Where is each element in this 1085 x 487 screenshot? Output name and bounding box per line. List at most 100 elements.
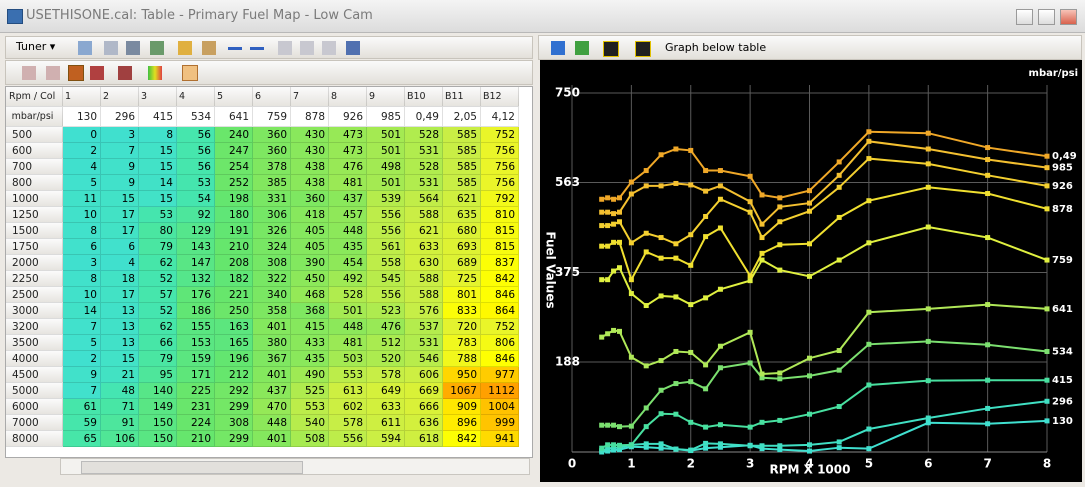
table-cell: 324: [253, 239, 291, 255]
table-cell: 415: [291, 319, 329, 335]
table-cell: 368: [291, 303, 329, 319]
data-point: [985, 421, 991, 427]
data-point: [747, 273, 753, 279]
table-cell: 254: [215, 159, 253, 175]
table-cell: 163: [215, 319, 253, 335]
minimize-button[interactable]: [1016, 9, 1033, 25]
tool-icon[interactable]: [104, 41, 118, 55]
data-point: [759, 419, 765, 425]
maximize-button[interactable]: [1038, 9, 1055, 25]
rpm-header: 800: [6, 175, 63, 191]
data-point: [836, 348, 842, 354]
table-cell: 633: [367, 399, 405, 415]
data-point: [807, 355, 812, 361]
series-line: [601, 379, 1047, 450]
table-cell: 546: [405, 351, 443, 367]
tool-icon[interactable]: [126, 41, 140, 55]
tool-icon[interactable]: [22, 66, 36, 80]
tool-icon[interactable]: [575, 41, 589, 55]
rpm-header: 1250: [6, 207, 63, 223]
tool-icon[interactable]: [346, 41, 360, 55]
tool-icon[interactable]: [78, 41, 92, 55]
table-cell: 91: [101, 415, 139, 431]
data-point: [925, 161, 931, 167]
tool-icon[interactable]: [182, 65, 198, 81]
tool-icon[interactable]: [603, 41, 619, 57]
tool-icon[interactable]: [202, 41, 216, 55]
y-tick-label: 563: [555, 175, 580, 189]
table-cell: 3: [101, 127, 139, 143]
table-cell: 54: [177, 191, 215, 207]
table-cell: 9: [101, 175, 139, 191]
tool-icon[interactable]: [228, 47, 242, 50]
data-point: [807, 208, 812, 214]
table-cell: 308: [215, 415, 253, 431]
x-tick-label: 2: [687, 457, 695, 471]
tool-icon[interactable]: [46, 66, 60, 80]
series-line: [601, 303, 1048, 376]
horizontal-scrollbar[interactable]: [60, 458, 530, 475]
tool-icon[interactable]: [148, 66, 162, 80]
tool-icon[interactable]: [551, 41, 565, 55]
data-point: [866, 156, 872, 162]
table-cell: 17: [101, 287, 139, 303]
data-point: [611, 422, 617, 428]
tool-icon[interactable]: [150, 41, 164, 55]
table-cell: 476: [329, 159, 367, 175]
data-point: [605, 277, 611, 283]
graph-below-table-button[interactable]: Graph below table: [665, 41, 767, 54]
table-cell: 756: [481, 159, 519, 175]
tool-icon[interactable]: [278, 41, 292, 55]
series-label: 926: [1052, 181, 1073, 192]
data-point: [643, 405, 649, 411]
series-line: [601, 140, 1048, 226]
table-cell: 250: [215, 303, 253, 319]
tool-icon[interactable]: [635, 41, 651, 57]
data-point: [985, 342, 991, 348]
load-header: 759: [253, 107, 291, 127]
table-cell: 501: [367, 143, 405, 159]
table-cell: 448: [329, 223, 367, 239]
table-cell: 556: [367, 287, 405, 303]
table-cell: 9: [63, 367, 101, 383]
data-point: [599, 209, 605, 215]
scroll-thumb[interactable]: [81, 461, 303, 474]
data-point: [1044, 348, 1050, 354]
table-cell: 756: [481, 175, 519, 191]
tool-icon[interactable]: [250, 47, 264, 50]
tool-icon[interactable]: [90, 66, 104, 80]
data-point: [688, 182, 694, 188]
data-point: [836, 214, 842, 220]
table-cell: 59: [63, 415, 101, 431]
table-cell: 531: [405, 143, 443, 159]
tool-icon[interactable]: [322, 41, 336, 55]
tool-icon[interactable]: [68, 65, 84, 81]
close-button[interactable]: [1060, 9, 1077, 25]
table-cell: 842: [481, 271, 519, 287]
table-cell: 95: [139, 367, 177, 383]
data-point: [1044, 165, 1050, 171]
data-point: [777, 443, 783, 449]
table-cell: 165: [215, 335, 253, 351]
data-point: [1044, 257, 1050, 263]
tool-icon[interactable]: [118, 66, 132, 80]
tuner-dropdown[interactable]: Tuner ▾: [16, 40, 56, 53]
table-cell: 537: [405, 319, 443, 335]
table-cell: 153: [177, 335, 215, 351]
tool-icon[interactable]: [178, 41, 192, 55]
load-header: 0,49: [405, 107, 443, 127]
table-cell: 806: [481, 335, 519, 351]
table-cell: 10: [63, 207, 101, 223]
data-point: [673, 255, 679, 261]
data-point: [673, 381, 679, 387]
tool-icon[interactable]: [300, 41, 314, 55]
load-header: 926: [329, 107, 367, 127]
table-cell: 454: [329, 255, 367, 271]
table-cell: 360: [253, 127, 291, 143]
table-cell: 611: [367, 415, 405, 431]
data-point: [617, 424, 622, 430]
table-cell: 680: [443, 223, 481, 239]
table-cell: 252: [215, 175, 253, 191]
corner-header: mbar/psi: [6, 107, 63, 127]
